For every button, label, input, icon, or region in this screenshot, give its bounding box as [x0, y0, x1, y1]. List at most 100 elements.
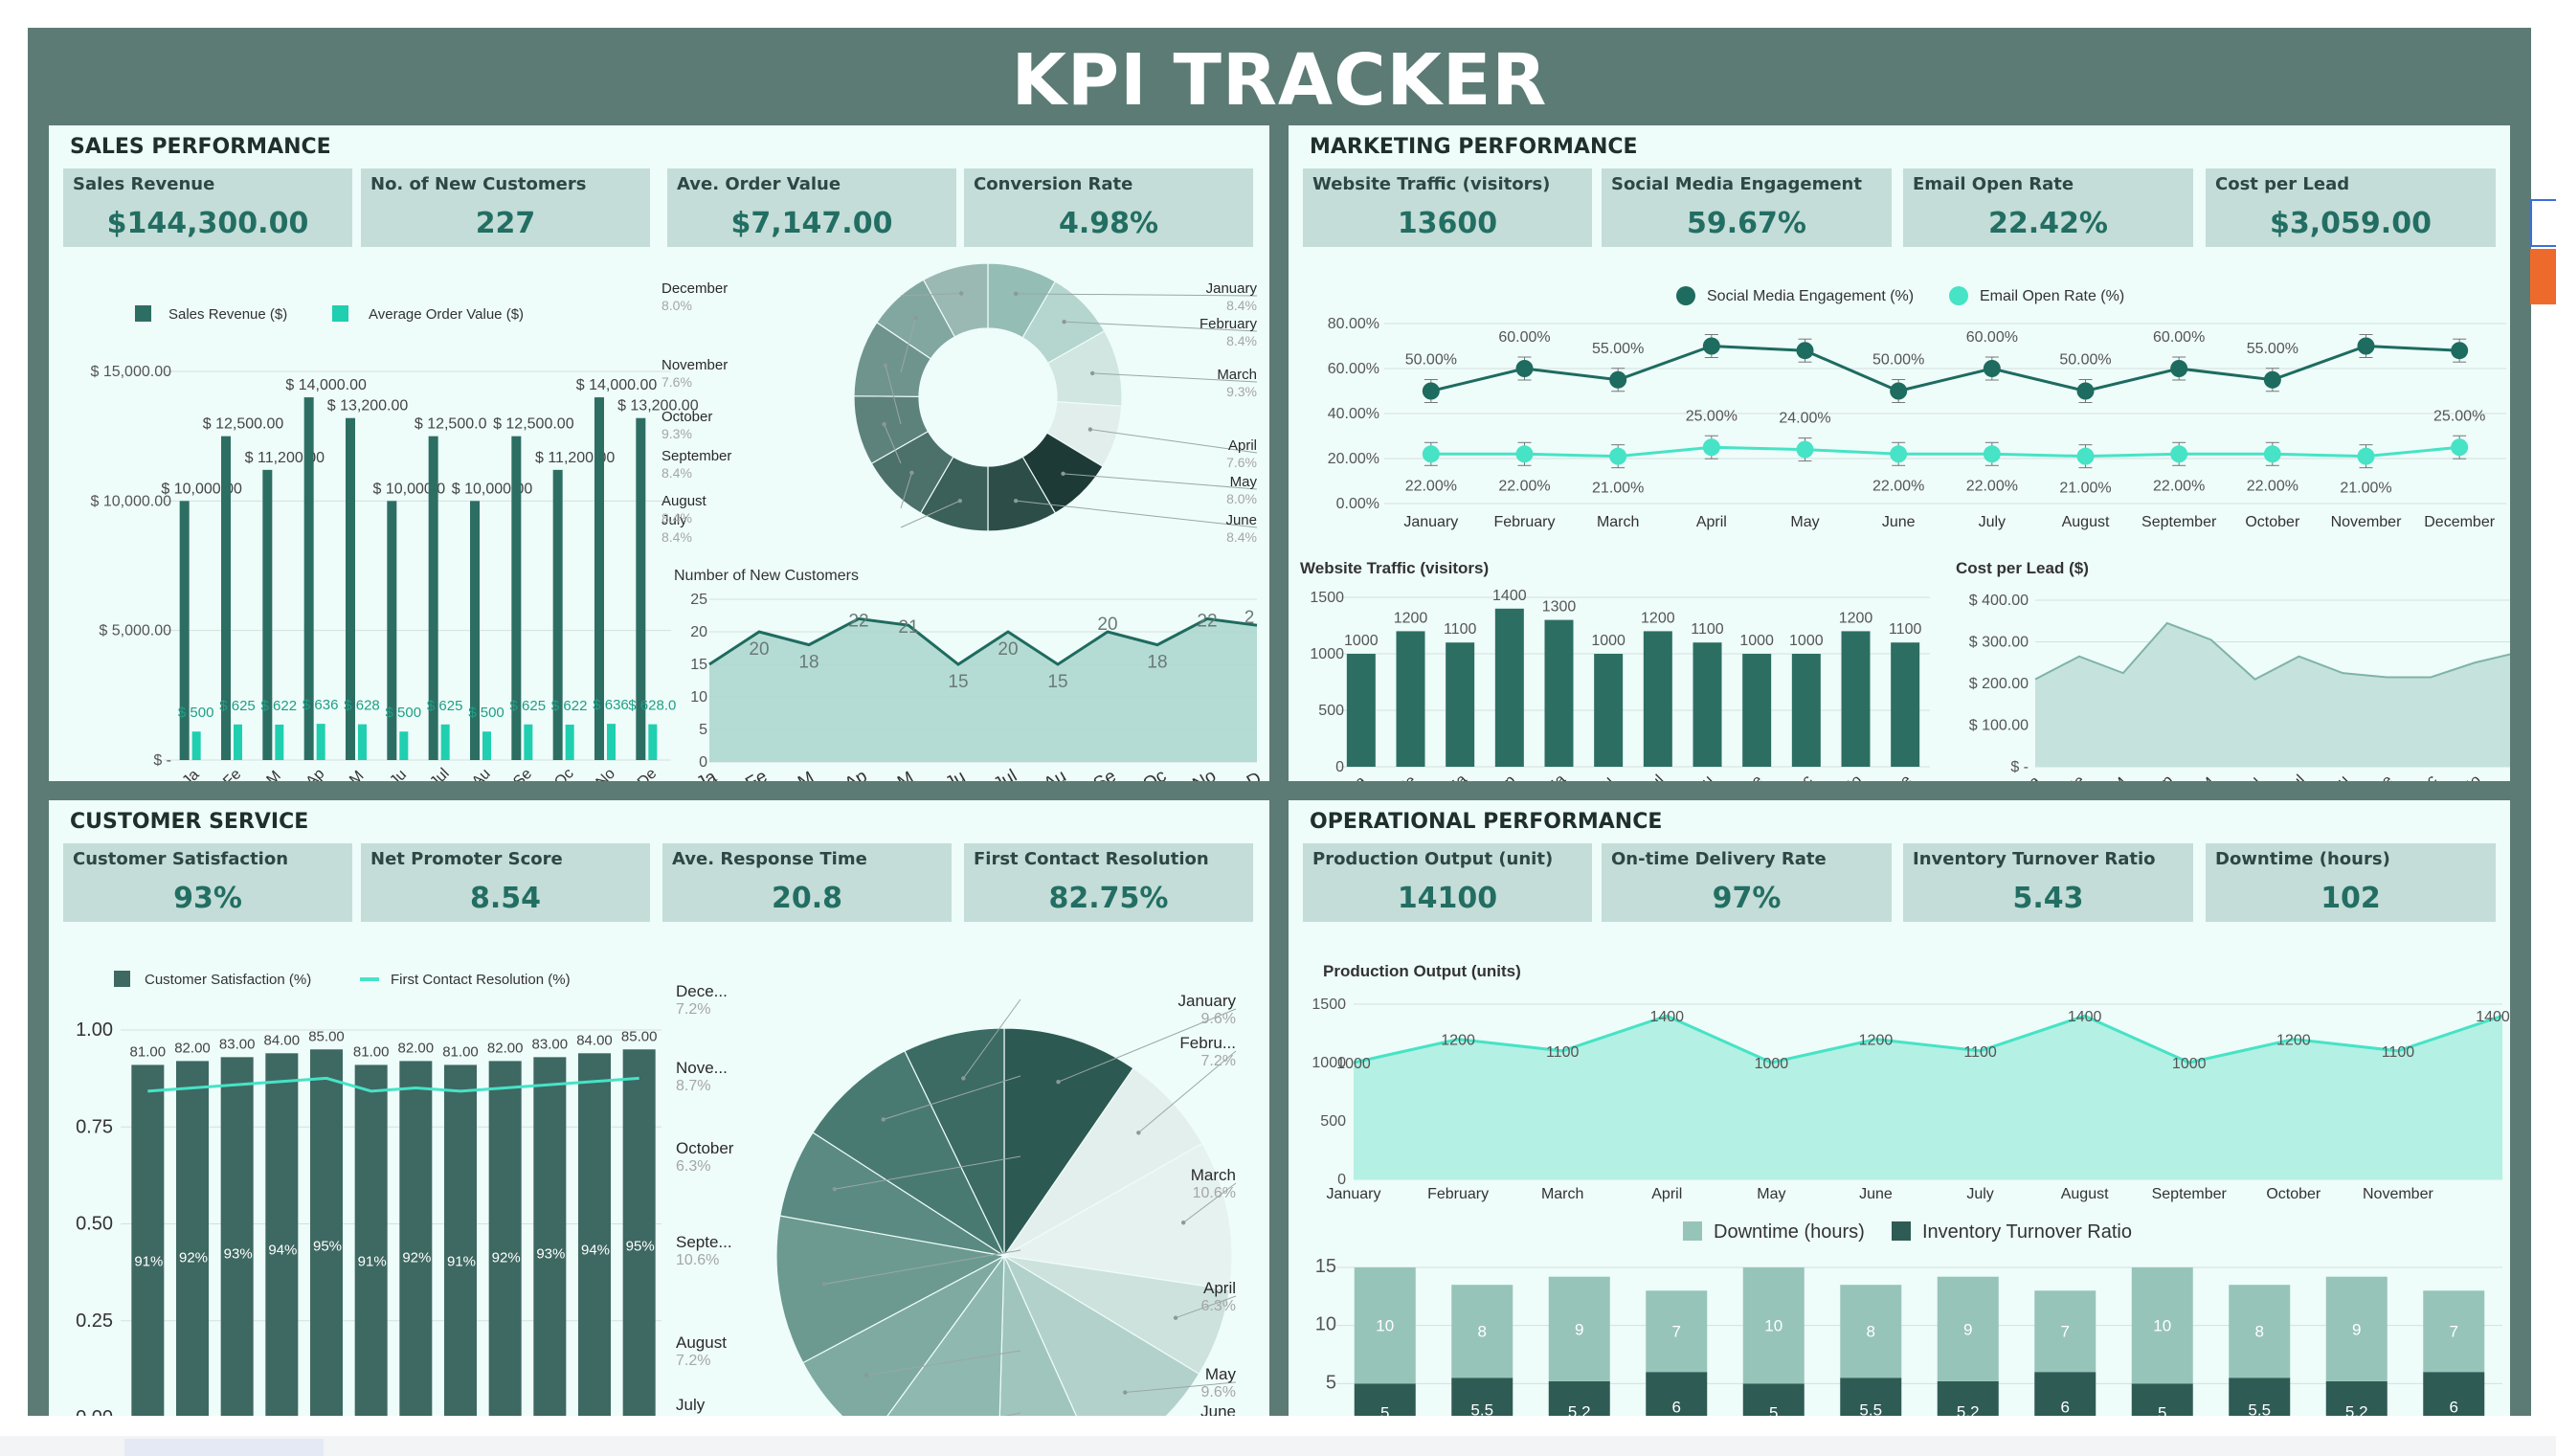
bar — [265, 1053, 299, 1416]
y-tick-label: 5 — [699, 722, 707, 738]
panel-title: CUSTOMER SERVICE — [70, 810, 309, 834]
y-tick-label: $ 100.00 — [1969, 718, 2029, 734]
slice-label: June — [1200, 1402, 1236, 1416]
bar-downtime — [1937, 1276, 1999, 1381]
x-tick-label: No — [2459, 773, 2485, 781]
operational-panel: OPERATIONAL PERFORMANCE Production Outpu… — [1289, 800, 2510, 1416]
data-label: 50.00% — [2059, 352, 2111, 369]
x-tick-label: May — [1790, 514, 1819, 530]
x-tick-label: M — [894, 768, 917, 781]
data-point — [2357, 337, 2375, 355]
data-label: 84.00 — [264, 1032, 301, 1048]
slice-label: July — [676, 1396, 706, 1414]
data-label: $ 12,500.00 — [493, 416, 574, 433]
bar-avg-order — [565, 724, 574, 760]
leader-dot — [1089, 370, 1095, 376]
slice-value: 7.2% — [676, 1353, 710, 1369]
slice-label: March — [1191, 1166, 1236, 1184]
series-line — [147, 1076, 639, 1093]
pie-slice — [886, 1254, 1005, 1416]
data-point — [1983, 445, 2001, 463]
data-label: 9 — [2352, 1320, 2361, 1338]
pie-slice — [1046, 329, 1123, 407]
bar-sales-revenue — [636, 417, 646, 760]
slice-value: 8.0% — [1226, 491, 1257, 506]
leader-dot — [913, 316, 918, 321]
leader-line — [900, 500, 961, 528]
data-label: 82.00 — [398, 1040, 435, 1056]
side-panel-toggle[interactable] — [2530, 199, 2556, 247]
data-label: 94% — [268, 1242, 297, 1258]
x-tick-label: May — [1757, 1186, 1785, 1202]
bar-avg-order — [234, 724, 242, 760]
y-tick-label: 0.00 — [76, 1407, 113, 1416]
panel-title: OPERATIONAL PERFORMANCE — [1310, 810, 1663, 834]
leader-dot — [909, 470, 914, 476]
leader-line — [884, 423, 902, 464]
x-tick-label: September — [2141, 514, 2217, 530]
data-label: 22.00% — [1498, 478, 1550, 494]
data-label: 1100 — [1444, 621, 1477, 638]
x-tick-label: June — [1859, 1186, 1893, 1202]
legend-label: Customer Satisfaction (%) — [145, 972, 311, 988]
series-line — [1430, 445, 2460, 459]
kpi-label: Website Traffic (visitors) — [1312, 174, 1551, 194]
bar — [444, 1064, 477, 1416]
slice-label: September — [661, 448, 731, 464]
data-label: $ 628.0 — [628, 698, 676, 714]
leader-dot — [1061, 471, 1065, 477]
kpi-card: Social Media Engagement 59.67% — [1602, 168, 1892, 247]
data-label: 18 — [798, 653, 818, 673]
kpi-value: 20.8 — [771, 882, 843, 915]
leader-line — [900, 318, 916, 373]
data-label: 9 — [1575, 1320, 1583, 1338]
data-label: 20 — [998, 639, 1018, 660]
legend-label: Downtime (hours) — [1714, 1221, 1865, 1243]
slice-value: 8.4% — [661, 529, 692, 545]
legend-label: First Contact Resolution (%) — [391, 972, 571, 988]
bar-avg-order — [191, 731, 201, 760]
sales-bar-chart: Sales Revenue ($) Average Order Value ($)… — [90, 305, 699, 781]
data-label: 50.00% — [1405, 352, 1457, 369]
bar-inventory-turnover — [1548, 1380, 1610, 1416]
y-tick-label: $ - — [2010, 759, 2029, 775]
kpi-card: Inventory Turnover Ratio 5.43 — [1903, 843, 2193, 922]
bar-sales-revenue — [303, 397, 314, 760]
data-label: $ 622 — [261, 698, 298, 714]
kpi-card: Website Traffic (visitors) 13600 — [1303, 168, 1592, 247]
slice-label: June — [1225, 512, 1257, 528]
slice-label: August — [661, 493, 707, 509]
y-tick-label: 0.00% — [1336, 496, 1379, 512]
y-tick-label: $ - — [153, 752, 171, 769]
kpi-label: Email Open Rate — [1913, 174, 2074, 194]
data-label: 7 — [1672, 1323, 1681, 1341]
kpi-card: Email Open Rate 22.42% — [1903, 168, 2193, 247]
bar — [1742, 654, 1772, 767]
kpi-card: Cost per Lead $3,059.00 — [2206, 168, 2496, 247]
sheet-tab[interactable] — [124, 1439, 324, 1456]
leader-dot — [832, 1187, 838, 1192]
kpi-label: Downtime (hours) — [2215, 849, 2390, 869]
bar — [488, 1061, 522, 1416]
slice-value: 6.3% — [676, 1158, 710, 1175]
data-label: $ 13,200.00 — [617, 398, 699, 414]
data-label: 18 — [1147, 653, 1167, 673]
pie-slice — [812, 1050, 1006, 1258]
kpi-value: 5.43 — [2012, 882, 2084, 915]
data-label: 1300 — [1542, 599, 1577, 616]
data-label: 92% — [179, 1249, 208, 1266]
x-tick-label: Ap — [1494, 773, 1519, 781]
bar — [1791, 654, 1821, 767]
legend-label: Sales Revenue ($) — [168, 306, 287, 323]
legend-label: Inventory Turnover Ratio — [1922, 1221, 2132, 1243]
side-panel-button[interactable] — [2530, 249, 2556, 304]
kpi-value: $144,300.00 — [106, 207, 309, 240]
kpi-label: Conversion Rate — [974, 174, 1133, 194]
data-label: $ 14,000.00 — [576, 377, 658, 393]
data-label: 84.00 — [576, 1032, 613, 1048]
data-label: 9 — [1963, 1320, 1972, 1338]
x-tick-label: December — [2424, 514, 2495, 530]
data-label: $ 14,000.00 — [285, 377, 367, 393]
pie-slice — [904, 1027, 1005, 1257]
slice-label: August — [676, 1333, 727, 1352]
